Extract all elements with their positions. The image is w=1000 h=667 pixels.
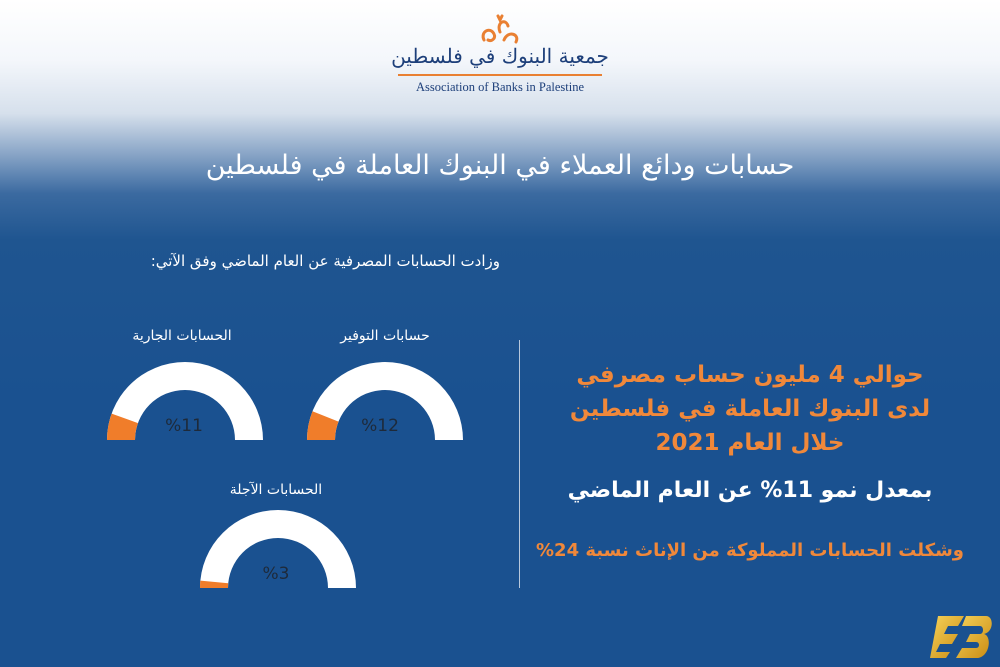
headline-stat: حوالي 4 مليون حساب مصرفي لدى البنوك العا… xyxy=(540,358,960,460)
gauge-fill xyxy=(200,580,229,588)
headline-line-1: حوالي 4 مليون حساب مصرفي xyxy=(576,362,924,388)
news-site-logo-icon xyxy=(930,616,992,658)
gauge-label-savings: حسابات التوفير xyxy=(340,328,430,344)
gauge-fill xyxy=(307,411,339,440)
gauge-savings xyxy=(307,362,463,440)
growth-stat: بمعدل نمو 11% عن العام الماضي xyxy=(567,478,933,503)
gauge-fill xyxy=(107,413,138,440)
gauge-label-current: الحسابات الجارية xyxy=(132,328,232,344)
logo-name-ar: جمعية البنوك في فلسطين xyxy=(391,44,609,68)
subtitle: وزادت الحسابات المصرفية عن العام الماضي … xyxy=(150,252,500,270)
gauge-current xyxy=(107,362,263,440)
logo-name-en: Association of Banks in Palestine xyxy=(415,80,585,94)
gauge-value-term: %3 xyxy=(262,564,290,584)
abp-logo-icon xyxy=(481,14,519,44)
gauge-value-current: %11 xyxy=(165,416,203,436)
gauge-track xyxy=(200,510,356,588)
gauge-value-savings: %12 xyxy=(361,416,399,436)
vertical-divider xyxy=(519,340,520,588)
headline-line-3: خلال العام 2021 xyxy=(655,430,845,456)
gauge-term xyxy=(200,510,356,588)
headline-line-2: لدى البنوك العاملة في فلسطين xyxy=(569,396,931,422)
female-share-stat: وشكلت الحسابات المملوكة من الإناث نسبة 2… xyxy=(536,540,964,561)
gauge-label-term: الحسابات الآجلة xyxy=(229,482,323,498)
gauge-track xyxy=(307,362,463,440)
gauge-track xyxy=(107,362,263,440)
logo-divider xyxy=(398,74,602,76)
page-title: حسابات ودائع العملاء في البنوك العاملة ف… xyxy=(205,150,795,181)
